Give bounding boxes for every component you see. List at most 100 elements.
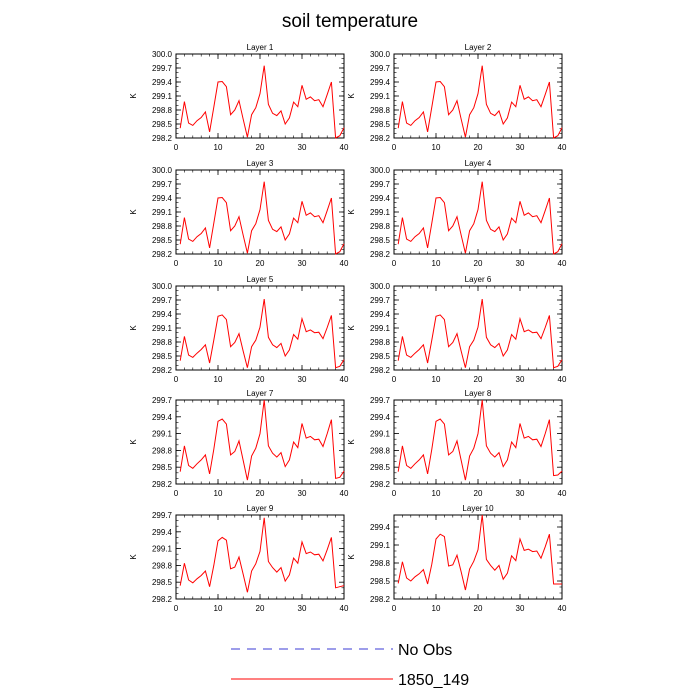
legend-label-1850-149: 1850_149: [398, 672, 469, 689]
y-tick-label: 298.5: [370, 236, 391, 245]
panel-grid: Layer 1 K 298.2 298.5 298.8 299.1 299.4 299.7 30…: [129, 43, 567, 613]
y-tick-label: 298.8: [152, 338, 173, 347]
x-tick-label: 20: [474, 604, 483, 613]
series-line: [397, 65, 563, 139]
y-axis-label: K: [129, 209, 138, 215]
x-tick-label: 30: [516, 259, 525, 268]
x-tick-label: 20: [474, 143, 483, 152]
panel-title: Layer 7: [247, 389, 274, 398]
plot-frame: [393, 169, 563, 255]
series-line: [397, 399, 563, 481]
x-tick-label: 40: [558, 489, 567, 498]
y-tick-label: 298.8: [370, 559, 391, 568]
y-axis-label: K: [347, 93, 356, 99]
x-tick-label: 40: [558, 143, 567, 152]
legend-label-no-obs: No Obs: [398, 642, 452, 659]
panel-layer-9: Layer 9 K 298.2 298.5 298.8 299.1 299.4 299.7 0 1…: [129, 504, 349, 613]
x-tick-label: 40: [340, 375, 349, 384]
y-tick-label: 299.4: [152, 310, 173, 319]
y-axis-label: K: [129, 439, 138, 445]
x-tick-label: 10: [432, 375, 441, 384]
x-tick-label: 0: [174, 143, 179, 152]
panel-layer-5: Layer 5 K 298.2 298.5 298.8 299.1 299.4 299.7 30…: [129, 275, 349, 384]
y-tick-label: 298.5: [370, 463, 391, 472]
x-tick-label: 20: [474, 375, 483, 384]
y-tick-label: 299.1: [152, 208, 173, 217]
panel-layer-10: Layer 10 K 298.2 298.5 298.8 299.1 299.4 0 10 20 3…: [347, 504, 567, 613]
panel-title: Layer 9: [247, 504, 274, 513]
series-line: [179, 299, 345, 369]
x-tick-label: 30: [298, 489, 307, 498]
y-tick-label: 298.2: [370, 250, 391, 259]
x-tick-label: 40: [558, 604, 567, 613]
y-tick-label: 300.0: [152, 50, 173, 59]
y-tick-label: 300.0: [152, 166, 173, 175]
x-tick-label: 10: [432, 604, 441, 613]
panel-layer-1: Layer 1 K 298.2 298.5 298.8 299.1 299.4 299.7 30…: [129, 43, 349, 152]
y-tick-label: 299.4: [370, 523, 391, 532]
y-tick-label: 298.5: [152, 236, 173, 245]
x-tick-label: 10: [432, 259, 441, 268]
x-tick-label: 40: [340, 604, 349, 613]
y-tick-label: 299.1: [370, 324, 391, 333]
x-tick-label: 20: [474, 259, 483, 268]
y-tick-label: 299.4: [370, 413, 391, 422]
series-line: [179, 181, 345, 255]
panel-layer-6: Layer 6 K 298.2 298.5 298.8 299.1 299.4 299.7 30…: [347, 275, 567, 384]
y-tick-label: 299.1: [152, 545, 173, 554]
x-tick-label: 40: [558, 259, 567, 268]
y-axis-label: K: [129, 325, 138, 331]
figure-title: soil temperature: [282, 11, 418, 32]
panel-title: Layer 3: [247, 159, 274, 168]
x-tick-label: 10: [214, 489, 223, 498]
x-tick-label: 10: [432, 489, 441, 498]
plot-frame: [175, 53, 345, 139]
y-tick-label: 298.2: [370, 595, 391, 604]
x-tick-label: 0: [392, 375, 397, 384]
y-tick-label: 299.1: [370, 541, 391, 550]
plot-frame: [175, 169, 345, 255]
y-tick-label: 299.7: [152, 396, 173, 405]
y-tick-label: 298.5: [370, 352, 391, 361]
panel-title: Layer 8: [465, 389, 492, 398]
y-tick-label: 299.7: [370, 64, 391, 73]
y-tick-label: 298.8: [370, 106, 391, 115]
x-tick-label: 0: [174, 375, 179, 384]
y-tick-label: 298.2: [152, 595, 173, 604]
series-line: [397, 181, 563, 255]
y-axis-label: K: [347, 439, 356, 445]
y-tick-label: 299.4: [370, 78, 391, 87]
x-tick-label: 20: [256, 489, 265, 498]
y-tick-label: 299.7: [370, 296, 391, 305]
panel-layer-4: Layer 4 K 298.2 298.5 298.8 299.1 299.4 299.7 30…: [347, 159, 567, 268]
x-tick-label: 20: [256, 604, 265, 613]
plot-frame: [175, 399, 345, 485]
y-tick-label: 299.1: [152, 92, 173, 101]
y-tick-label: 298.2: [152, 250, 173, 259]
x-tick-label: 30: [516, 375, 525, 384]
y-tick-label: 298.5: [152, 120, 173, 129]
x-tick-label: 30: [516, 143, 525, 152]
x-tick-label: 10: [214, 604, 223, 613]
y-tick-label: 300.0: [370, 50, 391, 59]
series-line: [397, 299, 563, 369]
y-tick-label: 299.4: [370, 194, 391, 203]
y-tick-label: 300.0: [370, 282, 391, 291]
y-tick-label: 298.2: [152, 480, 173, 489]
y-tick-label: 299.1: [152, 430, 173, 439]
y-tick-label: 299.7: [152, 296, 173, 305]
x-tick-label: 10: [214, 143, 223, 152]
y-tick-label: 299.7: [370, 396, 391, 405]
y-tick-label: 299.1: [370, 208, 391, 217]
series-line: [179, 399, 345, 481]
series-line: [397, 514, 562, 591]
y-tick-label: 299.4: [152, 78, 173, 87]
x-tick-label: 20: [256, 375, 265, 384]
x-tick-label: 30: [516, 489, 525, 498]
y-tick-label: 298.2: [152, 366, 173, 375]
x-tick-label: 20: [474, 489, 483, 498]
x-tick-label: 0: [174, 259, 179, 268]
panel-title: Layer 10: [462, 504, 494, 513]
y-tick-label: 299.4: [152, 194, 173, 203]
y-tick-label: 298.8: [152, 222, 173, 231]
